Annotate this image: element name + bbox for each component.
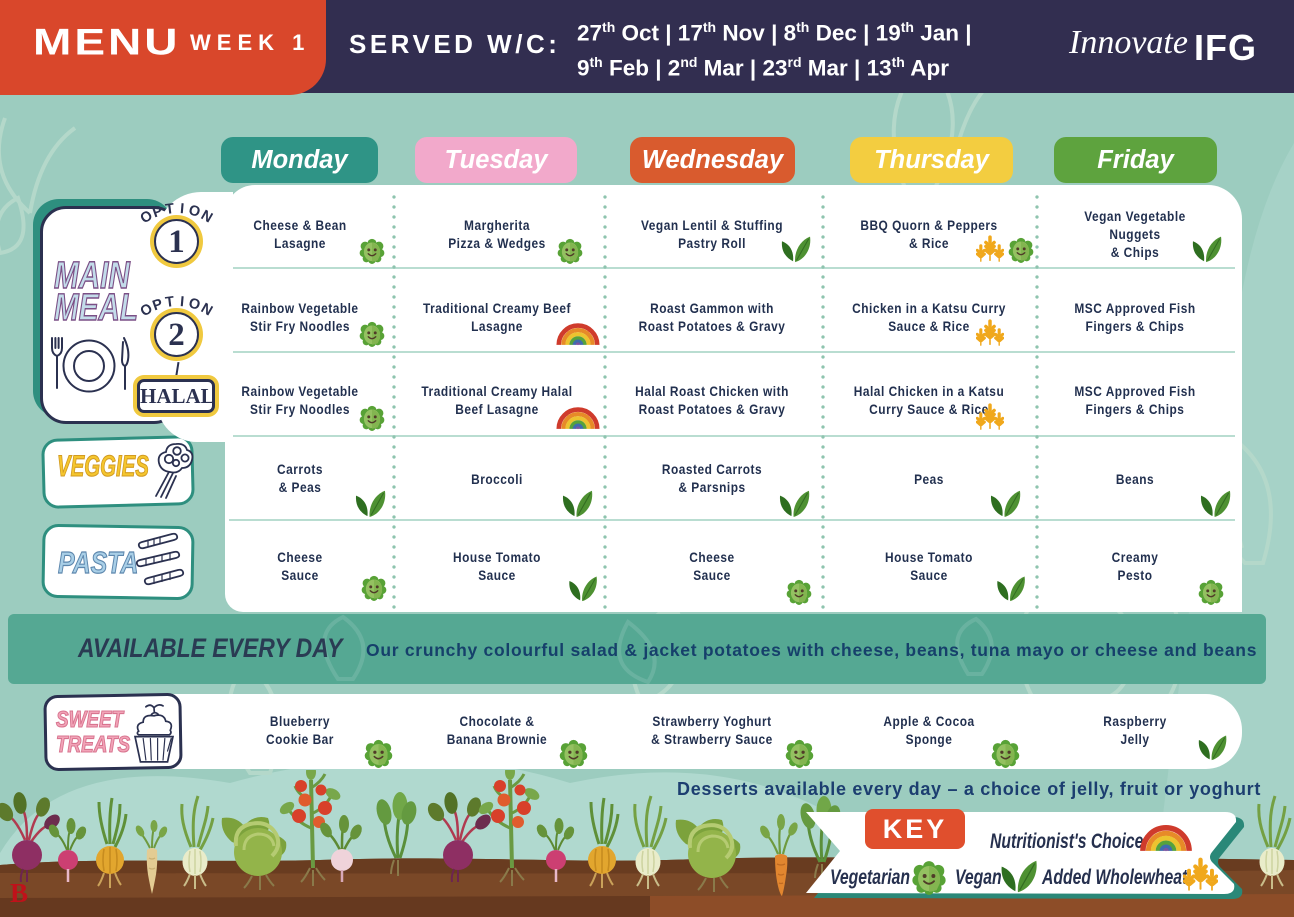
svg-text:I: I	[179, 201, 184, 217]
svg-text:T: T	[164, 201, 175, 218]
svg-text:O: O	[187, 202, 202, 221]
svg-text:T: T	[164, 294, 175, 311]
svg-text:O: O	[187, 295, 202, 314]
svg-text:I: I	[179, 294, 184, 310]
